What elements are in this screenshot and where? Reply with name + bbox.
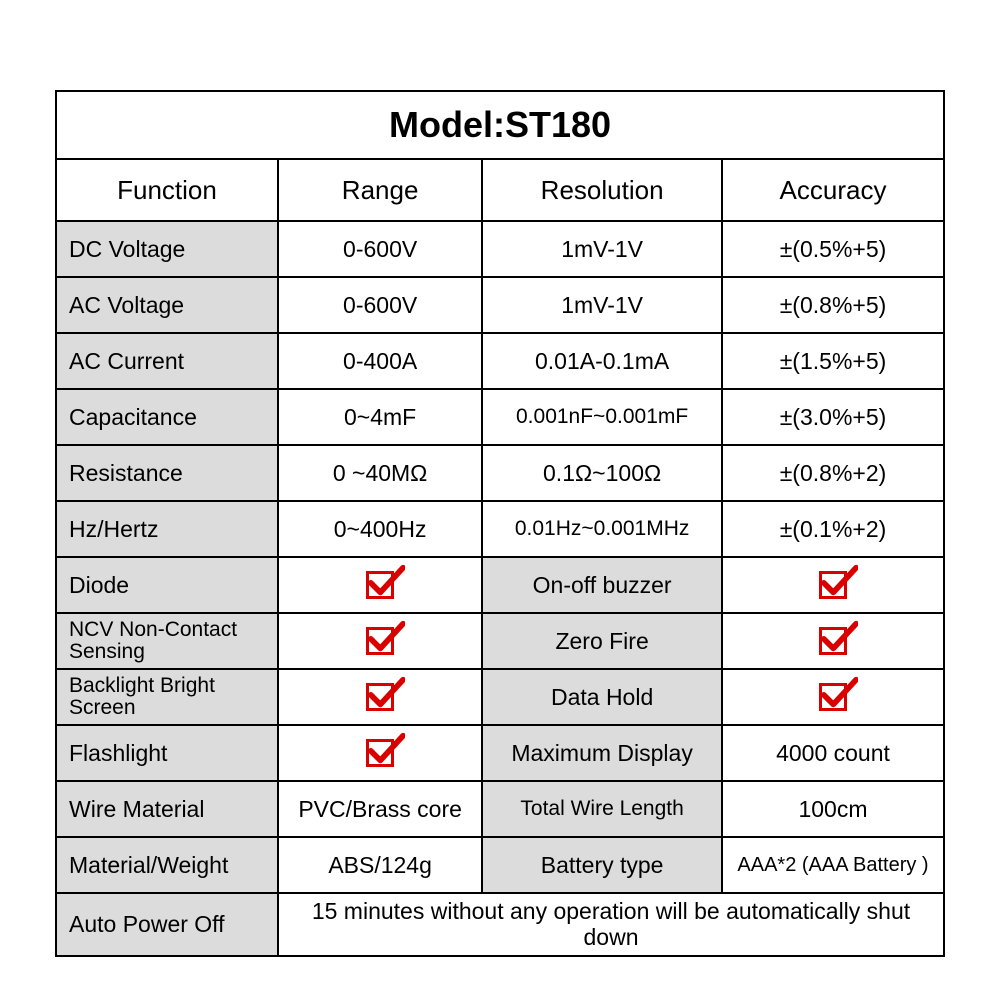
value-cell: PVC/Brass core <box>278 781 482 837</box>
range-cell: 0~4mF <box>278 389 482 445</box>
header-accuracy: Accuracy <box>722 159 944 221</box>
mid-label: Data Hold <box>482 669 722 725</box>
check-icon <box>819 683 847 711</box>
fn-label: Material/Weight <box>56 837 278 893</box>
table-row: AC Current 0-400A 0.01A-0.1mA ±(1.5%+5) <box>56 333 944 389</box>
fn-label: Wire Material <box>56 781 278 837</box>
fn-label: AC Voltage <box>56 277 278 333</box>
fn-label: Resistance <box>56 445 278 501</box>
header-function: Function <box>56 159 278 221</box>
title-row: Model:ST180 <box>56 91 944 159</box>
mid-label: Total Wire Length <box>482 781 722 837</box>
table-row: Backlight Bright Screen Data Hold <box>56 669 944 725</box>
header-range: Range <box>278 159 482 221</box>
mid-label: Battery type <box>482 837 722 893</box>
fn-label: Diode <box>56 557 278 613</box>
resolution-cell: 0.01A-0.1mA <box>482 333 722 389</box>
check-icon <box>819 571 847 599</box>
footer-row: Auto Power Off 15 minutes without any op… <box>56 893 944 956</box>
resolution-cell: 1mV-1V <box>482 221 722 277</box>
check-cell <box>278 613 482 669</box>
table-row: Resistance 0 ~40MΩ 0.1Ω~100Ω ±(0.8%+2) <box>56 445 944 501</box>
range-cell: 0 ~40MΩ <box>278 445 482 501</box>
mid-label: Zero Fire <box>482 613 722 669</box>
fn-label: Capacitance <box>56 389 278 445</box>
accuracy-cell: ±(3.0%+5) <box>722 389 944 445</box>
fn-label: NCV Non-Contact Sensing <box>56 613 278 669</box>
table-row: Diode On-off buzzer <box>56 557 944 613</box>
model-title: Model:ST180 <box>56 91 944 159</box>
resolution-cell: 1mV-1V <box>482 277 722 333</box>
accuracy-cell: ±(0.8%+5) <box>722 277 944 333</box>
check-cell <box>278 725 482 781</box>
range-cell: 0-400A <box>278 333 482 389</box>
check-icon <box>366 571 394 599</box>
resolution-cell: 0.001nF~0.001mF <box>482 389 722 445</box>
check-cell <box>278 557 482 613</box>
check-icon <box>366 683 394 711</box>
check-cell <box>722 669 944 725</box>
resolution-cell: 0.01Hz~0.001MHz <box>482 501 722 557</box>
fn-label: Hz/Hertz <box>56 501 278 557</box>
table-row: DC Voltage 0-600V 1mV-1V ±(0.5%+5) <box>56 221 944 277</box>
value-cell: 100cm <box>722 781 944 837</box>
fn-label: DC Voltage <box>56 221 278 277</box>
value-cell: 4000 count <box>722 725 944 781</box>
fn-label: Backlight Bright Screen <box>56 669 278 725</box>
value-cell: ABS/124g <box>278 837 482 893</box>
mid-label: On-off buzzer <box>482 557 722 613</box>
fn-label: Auto Power Off <box>56 893 278 956</box>
check-cell <box>722 557 944 613</box>
check-icon <box>819 627 847 655</box>
table-row: NCV Non-Contact Sensing Zero Fire <box>56 613 944 669</box>
table-row: Hz/Hertz 0~400Hz 0.01Hz~0.001MHz ±(0.1%+… <box>56 501 944 557</box>
table-row: Material/Weight ABS/124g Battery type AA… <box>56 837 944 893</box>
check-cell <box>278 669 482 725</box>
spec-table: Model:ST180 Function Range Resolution Ac… <box>55 90 945 957</box>
spec-table-container: Model:ST180 Function Range Resolution Ac… <box>55 90 945 957</box>
fn-label: Flashlight <box>56 725 278 781</box>
range-cell: 0~400Hz <box>278 501 482 557</box>
accuracy-cell: ±(0.1%+2) <box>722 501 944 557</box>
check-cell <box>722 613 944 669</box>
header-resolution: Resolution <box>482 159 722 221</box>
accuracy-cell: ±(0.5%+5) <box>722 221 944 277</box>
fn-label: AC Current <box>56 333 278 389</box>
table-row: Wire Material PVC/Brass core Total Wire … <box>56 781 944 837</box>
resolution-cell: 0.1Ω~100Ω <box>482 445 722 501</box>
range-cell: 0-600V <box>278 277 482 333</box>
auto-power-off-note: 15 minutes without any operation will be… <box>278 893 944 956</box>
header-row: Function Range Resolution Accuracy <box>56 159 944 221</box>
table-row: AC Voltage 0-600V 1mV-1V ±(0.8%+5) <box>56 277 944 333</box>
range-cell: 0-600V <box>278 221 482 277</box>
value-cell: AAA*2 (AAA Battery ) <box>722 837 944 893</box>
check-icon <box>366 627 394 655</box>
table-row: Capacitance 0~4mF 0.001nF~0.001mF ±(3.0%… <box>56 389 944 445</box>
check-icon <box>366 739 394 767</box>
mid-label: Maximum Display <box>482 725 722 781</box>
table-row: Flashlight Maximum Display 4000 count <box>56 725 944 781</box>
accuracy-cell: ±(0.8%+2) <box>722 445 944 501</box>
accuracy-cell: ±(1.5%+5) <box>722 333 944 389</box>
